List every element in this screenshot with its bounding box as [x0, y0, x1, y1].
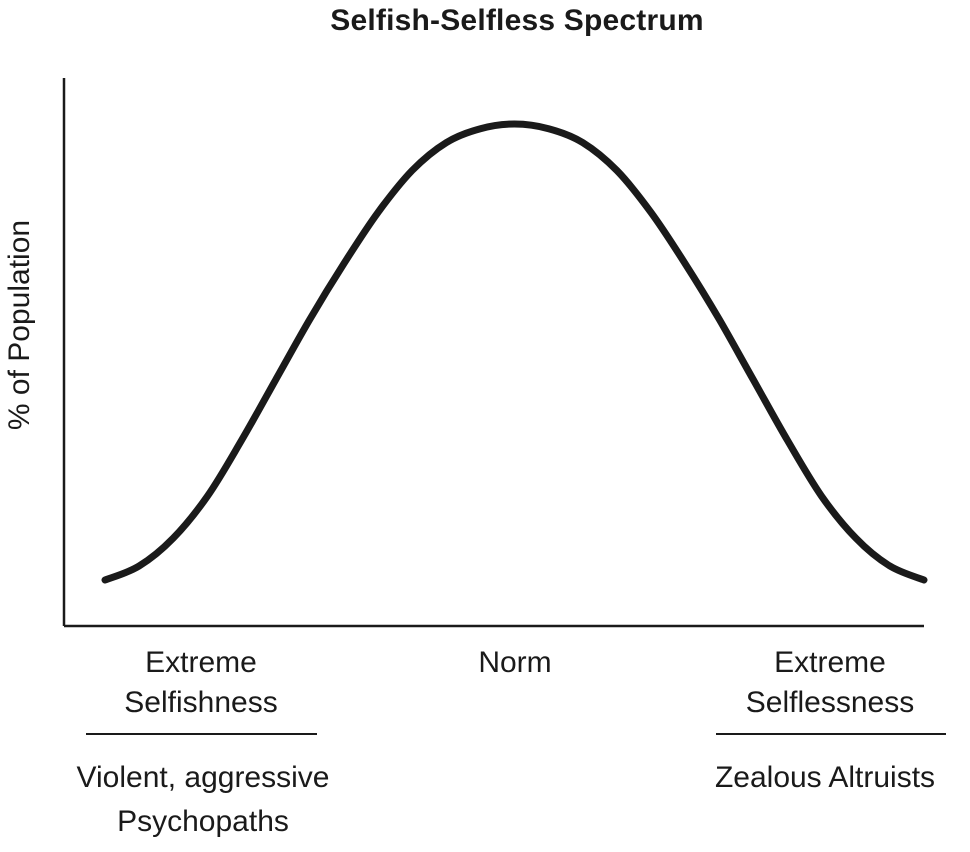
category-description-line1: Zealous Altruists	[714, 761, 936, 794]
category-label-line2: Selfishness	[124, 686, 278, 719]
category-label-extreme-selfishness: Extreme Selfishness	[71, 643, 331, 723]
category-label-norm: Norm	[435, 643, 595, 683]
chart-title: Selfish-Selfless Spectrum	[330, 4, 704, 37]
category-label-line1: Norm	[478, 646, 552, 679]
category-label-extreme-selflessness: Extreme Selflessness	[700, 643, 960, 723]
category-description-right: Zealous Altruists	[680, 756, 970, 800]
category-divider-left	[86, 733, 317, 735]
category-label-line2: Selflessness	[745, 686, 915, 719]
category-description-line2: Psychopaths	[117, 805, 289, 838]
category-description-line1: Violent, aggressive	[76, 761, 330, 794]
distribution-curve	[101, 120, 928, 584]
category-label-line1: Extreme	[774, 646, 886, 679]
category-label-line1: Extreme	[145, 646, 257, 679]
category-divider-right	[716, 733, 946, 735]
category-description-left: Violent, aggressive Psychopaths	[23, 756, 383, 844]
